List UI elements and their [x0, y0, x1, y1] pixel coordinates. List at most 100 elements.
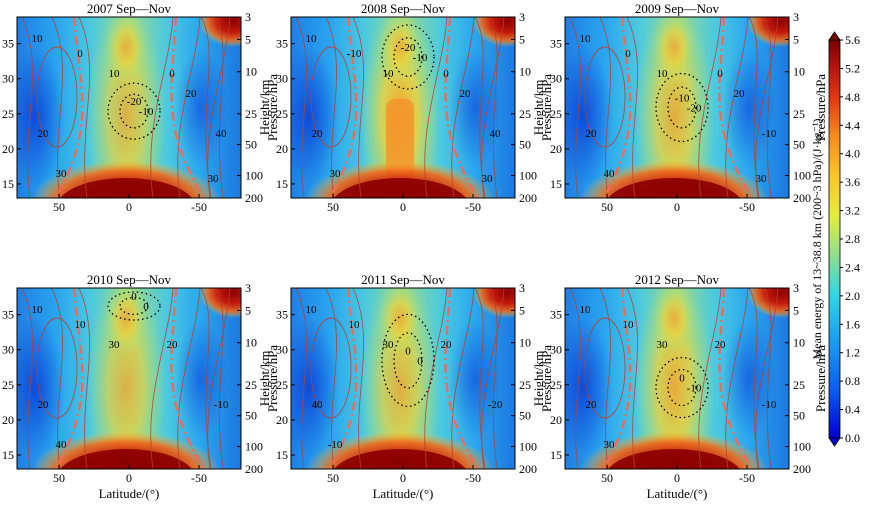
contour-label: 30: [208, 173, 220, 185]
contour-label: 30: [482, 173, 494, 185]
contour-label: 0: [143, 301, 149, 313]
panel-title: 2007 Sep—Nov: [87, 1, 172, 16]
zero-wind-contours: [54, 17, 206, 198]
panel-title: 2011 Sep—Nov: [361, 272, 445, 287]
pressure-axis-label: Pressure/hPa: [813, 74, 828, 141]
contour-label: 10: [580, 33, 592, 45]
pressure-tick-label: 50: [793, 138, 805, 152]
contour-label: 20: [586, 399, 598, 411]
colorbar-tick-label: 0.0: [845, 431, 860, 445]
contour-label: -10: [687, 383, 702, 395]
contour-label: 40: [604, 168, 616, 180]
pressure-tick-label: 50: [793, 409, 805, 423]
pressure-tick-label: 50: [519, 138, 531, 152]
colorbar-tick-label: 5.2: [845, 61, 860, 75]
contour-label: 40: [56, 439, 68, 451]
pressure-tick-label: 200: [519, 462, 537, 476]
colorbar-tick-label: 0.8: [845, 374, 860, 388]
wind-contours: [569, 17, 779, 198]
contour-label: -20: [127, 96, 142, 108]
pressure-tick-label: 5: [245, 32, 251, 46]
colorbar-tick-label: 1.6: [845, 317, 860, 331]
easterly-contours: [655, 72, 709, 143]
panel-title: 2012 Sep—Nov: [635, 272, 720, 287]
x-axis-label: Latitude/(°): [647, 486, 708, 501]
wind-contours: [295, 288, 505, 469]
pressure-axis-label: Pressure/hPa: [539, 74, 554, 141]
pressure-tick-label: 200: [793, 462, 811, 476]
pressure-tick-label: 100: [519, 169, 537, 183]
contour-label: 40: [216, 128, 228, 140]
easterly-contours: [107, 82, 161, 140]
y-tick-label: 30: [550, 72, 562, 86]
x-tick-label: 0: [400, 200, 406, 214]
colorbar-min-arrow: [828, 437, 841, 447]
colorbar-tick-label: 3.2: [845, 204, 860, 218]
colorbar-tick-label: 2.0: [845, 289, 860, 303]
wind-contours: [295, 17, 505, 198]
y-tick-label: 20: [550, 413, 562, 427]
y-tick-label: 15: [550, 177, 562, 191]
colorbar-tick-label: 2.8: [845, 232, 860, 246]
y-tick-label: 20: [2, 142, 14, 156]
y-tick-label: 30: [2, 72, 14, 86]
colorbar-label: Mean energy of 13~38.8 km (200~3 hPa)/(J…: [810, 119, 824, 360]
contour-label: 0: [625, 48, 631, 60]
contour-label: 20: [715, 339, 727, 351]
y-axis-label: Height/km: [531, 351, 546, 407]
contour-label: 10: [109, 68, 121, 80]
x-tick-label: 0: [400, 471, 406, 485]
pressure-tick-label: 100: [793, 169, 811, 183]
colorbar-max-arrow: [828, 31, 841, 41]
contour-label: -20: [401, 42, 416, 54]
y-tick-label: 30: [550, 343, 562, 357]
pressure-tick-label: 3: [519, 10, 525, 24]
contour-label: 10: [623, 319, 635, 331]
contour-label: -10: [413, 52, 428, 64]
contour-label: 0: [679, 373, 685, 385]
contour-label: 10: [32, 33, 44, 45]
contour-label: 10: [75, 319, 87, 331]
y-tick-label: 25: [550, 378, 562, 392]
heatmap-field: [17, 17, 241, 198]
contour-label: 40: [490, 128, 502, 140]
contour-label: 20: [38, 128, 50, 140]
x-tick-label: 0: [674, 471, 680, 485]
y-tick-label: 35: [2, 37, 14, 51]
pressure-tick-label: 10: [793, 336, 805, 350]
x-tick-label: 50: [601, 200, 613, 214]
easterly-contours: [381, 313, 435, 408]
panel-title: 2010 Sep—Nov: [87, 272, 172, 287]
contour-label: 20: [186, 88, 198, 100]
y-tick-label: 25: [550, 107, 562, 121]
x-tick-label: -50: [465, 200, 481, 214]
pressure-tick-label: 3: [519, 281, 525, 295]
contour-label: 20: [441, 339, 453, 351]
pressure-tick-label: 5: [793, 303, 799, 317]
easterly-contours: [381, 24, 435, 90]
x-tick-label: 0: [126, 471, 132, 485]
y-tick-label: 15: [276, 177, 288, 191]
contour-label: 20: [167, 339, 179, 351]
contour-label: 20: [586, 128, 598, 140]
y-axis-label: Height/km: [257, 80, 272, 136]
pressure-tick-label: 3: [245, 281, 251, 295]
easterly-contours: [655, 356, 709, 419]
pressure-tick-label: 5: [793, 32, 799, 46]
pressure-tick-label: 25: [519, 378, 531, 392]
contour-label: 30: [383, 339, 395, 351]
contour-label: -10: [347, 48, 362, 60]
pressure-tick-label: 50: [245, 138, 257, 152]
contour-label: 0: [417, 355, 423, 367]
y-tick-label: 35: [276, 37, 288, 51]
zero-wind-contours: [328, 17, 480, 198]
contour-label: 40: [312, 399, 324, 411]
zero-wind-contours: [54, 288, 206, 469]
y-tick-label: 35: [2, 308, 14, 322]
y-tick-label: 25: [2, 107, 14, 121]
